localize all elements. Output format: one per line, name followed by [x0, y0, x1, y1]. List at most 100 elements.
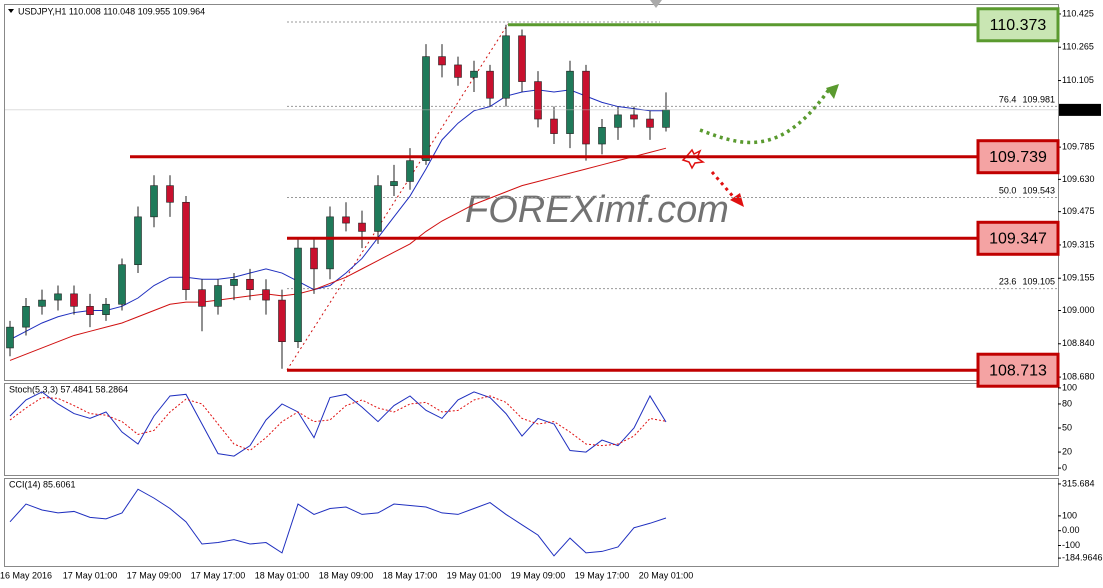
y-tick-label: 50 — [1062, 422, 1072, 432]
last-price-label: 109.964 — [1062, 104, 1095, 114]
candle-body — [390, 181, 398, 186]
y-tick-label: 109.475 — [1062, 206, 1095, 216]
fib-ratio: 76.4 — [999, 95, 1017, 105]
stoch-panel — [4, 383, 1059, 476]
fib-label: 76.4 109.981 — [999, 95, 1055, 105]
candle-body — [550, 118, 558, 134]
x-tick-label: 18 May 09:00 — [319, 570, 374, 580]
x-tick-label: 16 May 2016 — [0, 570, 52, 580]
y-tick-label: 110.425 — [1062, 8, 1094, 18]
bearish-arrowhead — [730, 193, 744, 207]
x-tick-label: 17 May 09:00 — [127, 570, 182, 580]
y-tick-label: 109.000 — [1062, 305, 1095, 315]
menu-arrow — [8, 9, 14, 13]
candle-body — [502, 35, 510, 99]
candle-body — [470, 70, 478, 78]
candle-body — [134, 216, 142, 266]
level-box-bg — [976, 139, 1060, 175]
candle-body — [566, 70, 574, 134]
indicator-line — [9, 488, 667, 557]
bullish-arrow — [699, 87, 832, 145]
candle-body — [230, 278, 238, 286]
y-tick-label: 109.630 — [1062, 174, 1095, 184]
y-tick-label: 110.265 — [1062, 42, 1094, 52]
y-tick-label: 109.155 — [1062, 273, 1095, 283]
shift-marker — [650, 0, 662, 8]
candle-body — [614, 114, 622, 128]
x-tick-label: 17 May 01:00 — [63, 570, 118, 580]
level-box-bg — [976, 220, 1060, 256]
main-panel — [4, 4, 1059, 381]
y-tick-label: 100 — [1062, 382, 1077, 392]
x-tick-label: 18 May 17:00 — [383, 570, 438, 580]
candle-body — [6, 326, 14, 349]
candle-body — [646, 118, 654, 128]
level-box: 109.739 — [976, 139, 1060, 175]
candle-body — [118, 264, 126, 305]
candle-body — [198, 289, 206, 307]
level-box-bg — [976, 352, 1060, 388]
x-tick-label: 19 May 01:00 — [447, 570, 502, 580]
indicator-line — [9, 395, 667, 452]
candle-body — [102, 303, 110, 315]
chart-title: USDJPY,H1 110.008 110.048 109.955 109.96… — [18, 6, 205, 16]
candle-body — [150, 185, 158, 218]
y-tick-label: 100 — [1062, 510, 1077, 520]
y-tick-label: 110.105 — [1062, 75, 1094, 85]
candle-body — [22, 306, 30, 328]
fib-price: 109.105 — [1022, 277, 1055, 287]
level-label: 108.713 — [989, 362, 1047, 379]
y-tick-label: 108.680 — [1062, 371, 1095, 381]
candle-body — [182, 201, 190, 290]
x-tick-label: 19 May 17:00 — [575, 570, 630, 580]
candle-body — [342, 216, 350, 224]
y-tick-label: -100 — [1062, 540, 1080, 550]
candle-body — [518, 35, 526, 82]
moving-average — [9, 89, 666, 341]
fib-ratio: 50.0 — [999, 186, 1017, 196]
candle-body — [310, 247, 318, 270]
fib-price: 109.981 — [1022, 95, 1055, 105]
y-tick-label: 20 — [1062, 446, 1072, 456]
fib-label: 23.6 109.105 — [999, 277, 1055, 287]
bullish-arrowhead — [826, 84, 839, 99]
candle-body — [662, 109, 670, 128]
y-tick-label: 0 — [1062, 462, 1067, 472]
moving-average — [9, 147, 667, 361]
panel-title: Stoch(5,3,3) 57.4841 58.2864 — [9, 384, 128, 394]
level-box: 110.373 — [976, 7, 1060, 43]
candle-body — [486, 70, 494, 99]
candle-body — [598, 127, 606, 145]
candle-body — [534, 81, 542, 120]
y-tick-label: 108.840 — [1062, 338, 1095, 348]
x-tick-label: 20 May 01:00 — [639, 570, 694, 580]
fib-price: 109.543 — [1022, 186, 1055, 196]
candle-body — [70, 293, 78, 307]
y-tick-label: 0.00 — [1062, 525, 1080, 535]
y-tick-label: 109.315 — [1062, 239, 1095, 249]
candle-body — [326, 216, 334, 270]
bearish-arrow — [710, 171, 738, 201]
level-box-bg — [976, 7, 1060, 43]
y-tick-label: 315.684 — [1062, 478, 1095, 488]
candle-body — [246, 278, 254, 290]
candle-body — [294, 247, 302, 343]
last-price-bg — [1059, 103, 1101, 116]
candle-body — [54, 293, 62, 301]
panel-title: CCI(14) 85.6061 — [9, 479, 76, 489]
candle-body — [374, 185, 382, 232]
level-box: 108.713 — [976, 352, 1060, 388]
fib-label: 50.0 109.543 — [999, 186, 1055, 196]
candle-body — [278, 299, 286, 343]
candle-body — [86, 306, 94, 315]
candle-body — [166, 185, 174, 203]
level-label: 109.347 — [989, 231, 1047, 248]
candle-body — [38, 299, 46, 307]
indicator-line — [9, 391, 667, 457]
x-tick-label: 19 May 09:00 — [511, 570, 566, 580]
candle-body — [454, 64, 462, 78]
watermark: FOREXimf.com — [465, 189, 729, 231]
breakout-burst — [681, 148, 706, 170]
cci-panel — [4, 478, 1059, 567]
